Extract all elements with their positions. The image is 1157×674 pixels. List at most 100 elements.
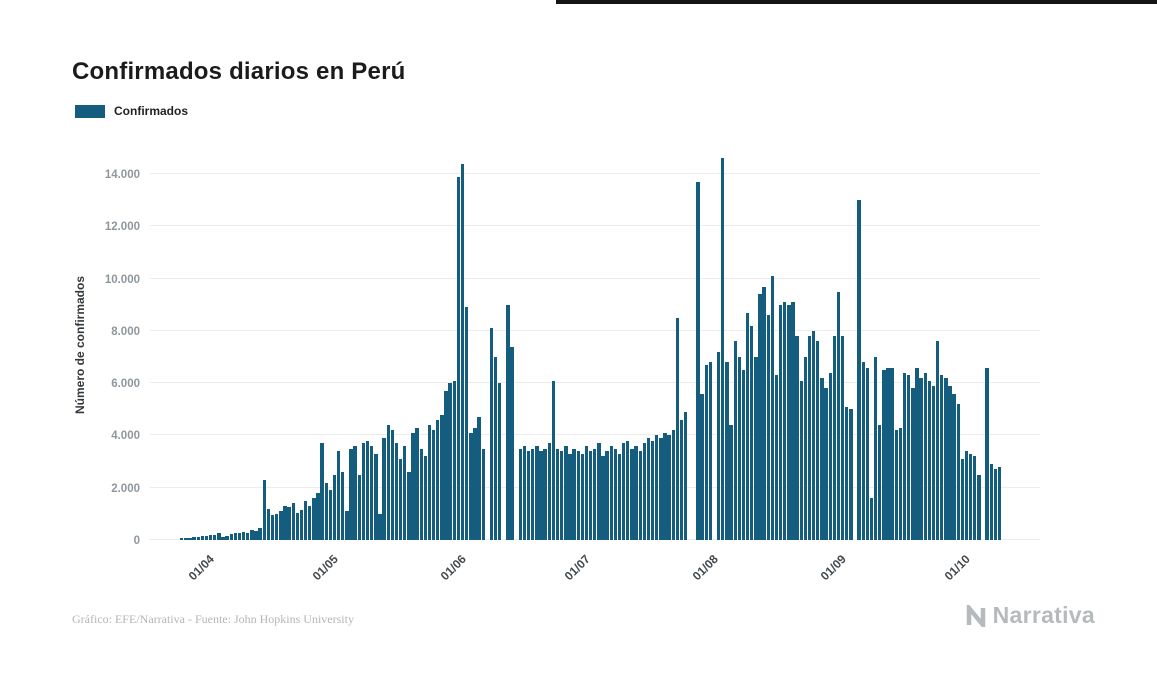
bar — [923, 372, 927, 540]
bar — [312, 498, 316, 540]
bar — [427, 425, 432, 540]
bar — [704, 364, 708, 540]
bar — [560, 451, 564, 540]
bar — [324, 482, 328, 540]
bar — [365, 440, 370, 540]
bar — [444, 391, 448, 540]
bar — [349, 448, 353, 540]
bar — [262, 479, 266, 540]
bar — [882, 370, 886, 540]
bar — [460, 163, 465, 540]
bar — [291, 503, 295, 540]
bar — [960, 459, 965, 540]
bar — [997, 466, 1002, 540]
bar — [200, 536, 205, 540]
gridline — [150, 173, 1040, 175]
top-strip — [556, 0, 1157, 4]
bar — [791, 302, 795, 540]
bar — [890, 367, 894, 540]
bar — [332, 474, 337, 540]
bar — [968, 453, 973, 540]
bar — [192, 537, 196, 540]
bar — [336, 451, 341, 540]
bar — [353, 445, 357, 540]
bar — [448, 383, 452, 540]
bar — [361, 443, 366, 540]
y-tick-label: 4.000 — [111, 430, 140, 443]
bar — [799, 380, 803, 540]
bar — [237, 532, 242, 540]
bar — [824, 388, 828, 540]
bar — [836, 291, 841, 540]
bar — [394, 443, 399, 540]
bar — [241, 532, 246, 540]
bar — [469, 432, 473, 540]
bar — [423, 456, 428, 540]
bar — [407, 472, 411, 540]
bar — [659, 438, 663, 540]
y-tick-label: 0 — [133, 535, 140, 547]
bar — [783, 302, 787, 540]
plot-area — [150, 148, 1040, 540]
bar — [911, 388, 915, 540]
bar — [849, 409, 853, 540]
bar — [547, 443, 551, 540]
bar — [675, 317, 680, 540]
bar — [638, 451, 642, 540]
bar — [630, 448, 634, 540]
legend-label: Confirmados — [114, 104, 189, 118]
bar — [671, 430, 675, 540]
bar — [770, 276, 775, 540]
bar — [588, 451, 593, 540]
bar — [436, 419, 440, 540]
bar — [522, 445, 527, 540]
bar — [869, 498, 874, 540]
bar — [390, 430, 395, 540]
bar — [700, 393, 704, 540]
bar — [225, 535, 229, 540]
bar — [295, 512, 300, 540]
bar — [481, 448, 485, 540]
bar — [341, 472, 345, 540]
bar — [279, 511, 283, 540]
bar — [973, 456, 977, 540]
bar — [741, 370, 746, 540]
bar — [729, 425, 733, 540]
bar — [328, 490, 333, 540]
bar — [576, 451, 580, 540]
bar — [894, 430, 898, 540]
bar — [526, 451, 531, 540]
gridline — [150, 225, 1040, 227]
bar — [543, 448, 547, 540]
bar — [320, 443, 324, 540]
bar — [626, 440, 630, 540]
bar — [758, 294, 762, 540]
bar — [820, 377, 824, 540]
bar — [431, 430, 436, 540]
bar — [865, 367, 870, 540]
bar — [609, 445, 613, 540]
bar — [601, 456, 605, 540]
bar — [778, 304, 783, 540]
bar — [506, 304, 510, 540]
bar — [898, 427, 903, 540]
bar — [964, 451, 969, 540]
x-tick-label: 01/09 — [817, 552, 849, 584]
y-tick-label: 10.000 — [104, 273, 140, 286]
bar — [258, 528, 262, 540]
bar — [944, 377, 948, 540]
x-axis-tick-labels: 01/04 01/05 01/06 01/07 01/08 01/09 01/10 — [150, 540, 1040, 600]
y-tick-label: 12.000 — [104, 221, 140, 234]
narrativa-logo-text: Narrativa — [992, 602, 1095, 628]
bar — [283, 506, 287, 540]
bar — [299, 509, 304, 540]
narrativa-logo: Narrativa — [964, 602, 1095, 629]
bar — [287, 507, 291, 540]
bar — [708, 362, 713, 540]
bar — [440, 414, 444, 540]
bar — [419, 448, 423, 540]
bar — [572, 448, 576, 540]
x-tick-label: 01/06 — [437, 552, 469, 584]
x-tick-label: 01/08 — [689, 552, 721, 584]
